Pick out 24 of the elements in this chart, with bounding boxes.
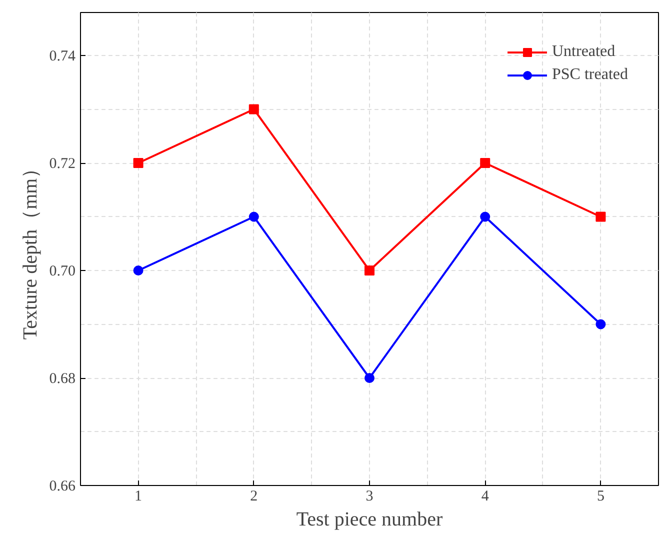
x-tick-label: 2 (250, 488, 258, 504)
point (364, 266, 374, 276)
y-tick-label: 0.66 (49, 478, 76, 494)
point (480, 212, 490, 222)
y-tick-label: 0.70 (49, 264, 76, 280)
point (596, 212, 606, 222)
y-tick-label: 0.68 (49, 371, 76, 387)
y-tick-label: 0.74 (49, 48, 76, 64)
point (596, 319, 606, 330)
x-tick-label: 5 (596, 488, 604, 504)
y-axis-title: Texture depth（mm） (19, 158, 42, 340)
point (480, 158, 490, 168)
point (248, 212, 259, 222)
point (133, 266, 144, 276)
point (248, 104, 259, 114)
x-tick-label: 1 (134, 488, 142, 504)
point (133, 158, 144, 168)
x-tick-label: 4 (481, 488, 490, 504)
legend-label: PSC treated (552, 66, 628, 84)
point (364, 373, 374, 383)
x-axis-title: Test piece number (296, 508, 443, 530)
legend-label: Untreated (552, 43, 616, 61)
y-tick-label: 0.72 (49, 156, 76, 172)
x-tick-label: 3 (366, 488, 374, 504)
